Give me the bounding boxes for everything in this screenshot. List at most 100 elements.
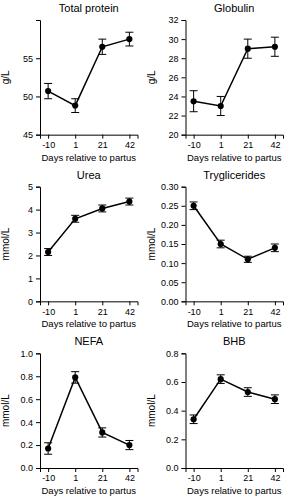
error-bar-cap <box>98 54 106 55</box>
point <box>191 416 197 422</box>
y-tick-mark <box>182 96 186 97</box>
y-tick-mark <box>36 422 40 423</box>
plot-marks <box>44 32 133 112</box>
y-tick-mark <box>36 135 40 136</box>
x-tick-mark <box>129 301 130 305</box>
y-axis-title: mmol/L <box>146 227 157 260</box>
point <box>191 203 197 209</box>
point <box>218 103 224 109</box>
y-tick-mark <box>182 39 186 40</box>
error-bar-cap <box>125 198 133 199</box>
y-tick-label: 28 <box>168 54 178 64</box>
y-tick-mark <box>36 301 40 302</box>
x-tick: 1 <box>73 301 78 316</box>
y-tick-label: 0.2 <box>166 435 179 445</box>
error-bar-cap <box>71 112 79 113</box>
x-tick-label: -10 <box>188 307 201 317</box>
y-tick-label: 32 <box>168 15 178 25</box>
point <box>126 198 132 204</box>
error-bar-cap <box>125 440 133 441</box>
y-tick-label: 0.6 <box>20 395 33 405</box>
error-bar <box>71 372 79 383</box>
x-tick: 42 <box>270 301 280 316</box>
y-tick-label: 55 <box>23 54 33 64</box>
y-tick-label: 30 <box>168 34 178 44</box>
y-tick: 5 <box>28 182 40 192</box>
error-bar-cap <box>217 247 225 248</box>
series-line <box>48 39 129 106</box>
y-tick-mark <box>182 411 186 412</box>
x-tick: -10 <box>42 468 55 483</box>
point <box>272 245 278 251</box>
y-axis-title: g/L <box>0 70 11 84</box>
y-axis-line <box>36 354 41 469</box>
y-tick: 0.0 <box>20 463 40 473</box>
x-axis: -1012142 <box>41 135 139 150</box>
title: Tryglicerides <box>203 169 265 181</box>
x-axis-title: Days relative to partus <box>187 485 282 496</box>
title: NEFA <box>74 335 103 347</box>
y-tick-mark <box>182 244 186 245</box>
error-bar-cap <box>98 427 106 428</box>
point <box>72 103 78 109</box>
y-tick: 0.6 <box>166 377 186 387</box>
x-tick-mark <box>75 135 76 139</box>
x-tick: 42 <box>125 468 135 483</box>
y-tick-label: 0.00 <box>161 297 179 307</box>
error-bar-cap <box>271 251 279 252</box>
y-axis-line <box>182 187 187 302</box>
x-axis-line <box>41 469 139 473</box>
error-bar-cap <box>71 98 79 99</box>
x-tick: -10 <box>188 301 201 316</box>
error-bar <box>44 249 52 256</box>
y-axis-line <box>36 21 41 136</box>
point <box>72 216 78 222</box>
y-tick-label: 0.30 <box>161 182 179 192</box>
point <box>126 36 132 42</box>
error-bar-cap <box>217 240 225 241</box>
point <box>218 241 224 247</box>
x-axis-line <box>186 469 284 473</box>
x-tick-mark <box>194 301 195 305</box>
panel: 0.00.20.40.60.81.0-1012142NEFAmmol/LDays… <box>0 335 138 496</box>
x-tick-label: 42 <box>270 307 280 317</box>
x-tick-label: 42 <box>270 140 280 150</box>
y-tick: 1.0 <box>20 349 40 359</box>
y-tick-mark <box>182 135 186 136</box>
x-tick-label: -10 <box>188 473 201 483</box>
y-tick-mark <box>36 187 40 188</box>
point <box>99 205 105 211</box>
x-tick-label: 42 <box>125 473 135 483</box>
y-axis: 012345 <box>28 182 41 307</box>
error-bar-cap <box>190 414 198 415</box>
y-tick-label: 0.25 <box>161 201 179 211</box>
x-tick-mark <box>48 468 49 472</box>
point <box>218 376 224 382</box>
error-bar-cap <box>44 83 52 84</box>
error-bar-cap <box>217 374 225 375</box>
y-tick: 0.2 <box>166 435 186 445</box>
x-tick-label: 1 <box>73 473 78 483</box>
y-tick-mark <box>182 58 186 59</box>
series-line <box>194 47 275 106</box>
x-axis: -1012142 <box>41 468 139 483</box>
x-tick-label: 21 <box>243 307 253 317</box>
x-tick: 21 <box>243 468 253 483</box>
x-tick-label: 21 <box>243 473 253 483</box>
x-tick: 42 <box>125 135 135 150</box>
error-bar <box>190 415 198 424</box>
error-bar-cap <box>44 442 52 443</box>
y-axis-line <box>36 187 41 302</box>
x-tick: -10 <box>42 135 55 150</box>
point <box>245 389 251 395</box>
x-tick-label: -10 <box>42 307 55 317</box>
x-tick-mark <box>221 301 222 305</box>
y-tick-label: 5 <box>28 182 33 192</box>
x-tick: -10 <box>188 135 201 150</box>
plot-marks <box>44 372 133 455</box>
x-tick-mark <box>102 135 103 139</box>
x-tick-mark <box>275 301 276 305</box>
y-tick: 0.20 <box>161 220 186 230</box>
error-bar <box>244 388 252 397</box>
y-tick-label: 1.0 <box>20 349 33 359</box>
